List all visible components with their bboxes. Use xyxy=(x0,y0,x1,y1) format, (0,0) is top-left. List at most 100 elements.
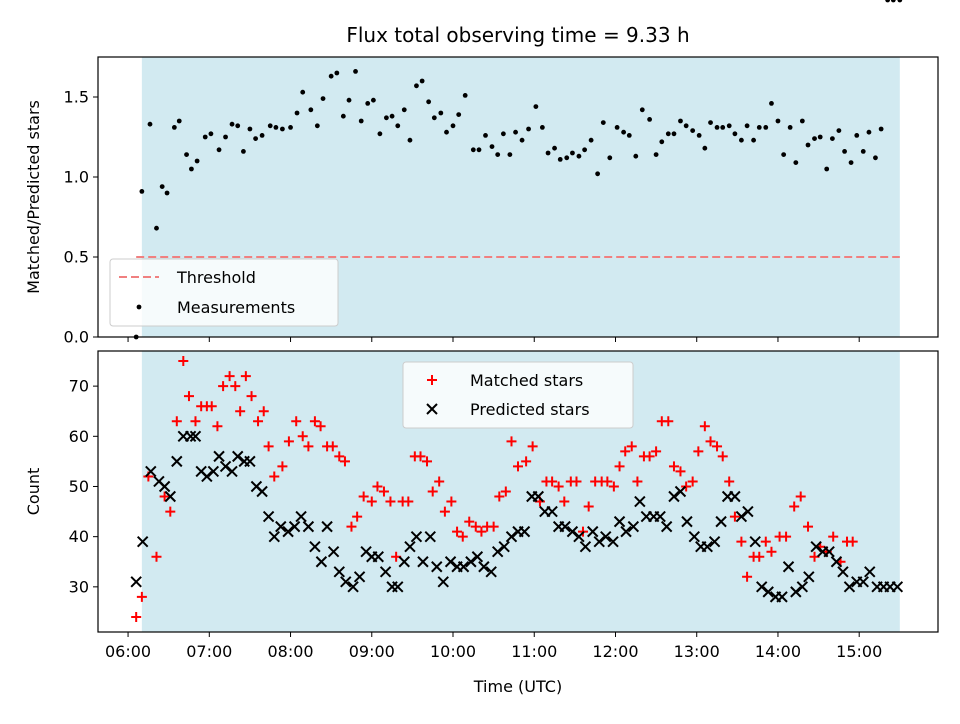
data-point xyxy=(183,391,194,402)
data-point xyxy=(633,153,639,159)
data-point xyxy=(470,147,476,153)
data-point xyxy=(372,481,383,492)
axes-frame xyxy=(97,350,939,633)
data-point xyxy=(457,531,468,542)
data-point xyxy=(347,581,359,593)
x-tick-label: 12:00 xyxy=(592,642,638,661)
y-tick-label: 50 xyxy=(69,477,89,496)
data-point xyxy=(708,535,721,548)
data-point xyxy=(282,525,294,538)
data-point xyxy=(229,121,235,127)
data-point xyxy=(315,421,326,432)
y-tick-label: 0.0 xyxy=(64,328,89,347)
data-point xyxy=(426,99,432,105)
data-point xyxy=(566,525,579,538)
data-point xyxy=(527,441,538,452)
data-point xyxy=(729,490,741,503)
legend-box xyxy=(109,258,339,327)
data-point xyxy=(297,431,308,442)
data-point xyxy=(419,78,425,84)
y-tick-label: 30 xyxy=(69,577,89,596)
data-point xyxy=(415,451,426,462)
data-point xyxy=(414,83,419,89)
data-point xyxy=(715,515,727,528)
data-point xyxy=(507,152,513,158)
data-point xyxy=(277,461,288,472)
data-point xyxy=(614,461,625,472)
data-point xyxy=(668,490,680,503)
data-point xyxy=(678,118,683,124)
data-point xyxy=(353,69,358,74)
legend-matched-swatch xyxy=(427,375,437,385)
data-point xyxy=(576,153,582,159)
data-point xyxy=(654,510,666,523)
data-point xyxy=(546,505,558,518)
data-point xyxy=(379,566,392,578)
data-point xyxy=(518,525,531,538)
data-point xyxy=(189,430,202,443)
data-point xyxy=(232,450,244,463)
data-point xyxy=(247,126,253,132)
data-point xyxy=(533,104,539,109)
data-point xyxy=(803,571,815,583)
data-point xyxy=(708,120,713,125)
data-point xyxy=(744,123,750,129)
data-point xyxy=(308,107,314,113)
data-point xyxy=(159,184,165,190)
data-point xyxy=(456,112,462,117)
data-point xyxy=(465,556,477,568)
data-point xyxy=(787,125,793,130)
data-point xyxy=(860,149,866,154)
data-point xyxy=(614,125,620,130)
data-point xyxy=(665,131,671,137)
data-point xyxy=(842,149,847,154)
data-point xyxy=(607,535,619,548)
data-point xyxy=(751,137,756,143)
data-point xyxy=(817,134,823,140)
data-point xyxy=(404,540,416,553)
x-tick-label: 10:00 xyxy=(430,642,476,661)
data-point xyxy=(681,481,692,492)
data-point xyxy=(702,145,708,151)
data-point xyxy=(280,126,285,132)
data-point xyxy=(735,510,748,523)
data-point xyxy=(620,525,632,538)
y-tick-label: 1.0 xyxy=(64,168,89,187)
data-point xyxy=(178,356,189,367)
data-point xyxy=(545,150,551,156)
data-point xyxy=(213,450,225,463)
data-point xyxy=(796,581,809,593)
data-point xyxy=(159,491,170,502)
data-point xyxy=(521,456,532,467)
data-point xyxy=(283,436,294,447)
data-point xyxy=(190,416,201,427)
data-point xyxy=(300,89,306,95)
data-point xyxy=(736,536,747,547)
data-point xyxy=(620,446,631,457)
data-point xyxy=(240,371,251,382)
data-point xyxy=(696,133,702,138)
data-point xyxy=(147,121,153,127)
data-point xyxy=(687,476,698,487)
data-point xyxy=(674,485,687,498)
data-point xyxy=(681,515,693,528)
data-point xyxy=(164,190,170,196)
data-point xyxy=(705,436,716,447)
data-point xyxy=(489,144,495,150)
data-point xyxy=(519,137,525,143)
data-point xyxy=(403,496,414,507)
data-point xyxy=(370,97,376,103)
data-point xyxy=(573,530,585,543)
data-point xyxy=(291,416,302,427)
data-point xyxy=(267,123,273,129)
data-point xyxy=(552,145,557,151)
x-axis-label: Time (UTC) xyxy=(473,677,562,696)
data-point xyxy=(789,501,800,512)
data-point xyxy=(253,136,259,142)
data-point xyxy=(352,511,363,522)
y-tick-label: 40 xyxy=(69,527,89,546)
data-point xyxy=(812,136,817,142)
data-point xyxy=(559,496,570,507)
data-point xyxy=(315,556,328,568)
